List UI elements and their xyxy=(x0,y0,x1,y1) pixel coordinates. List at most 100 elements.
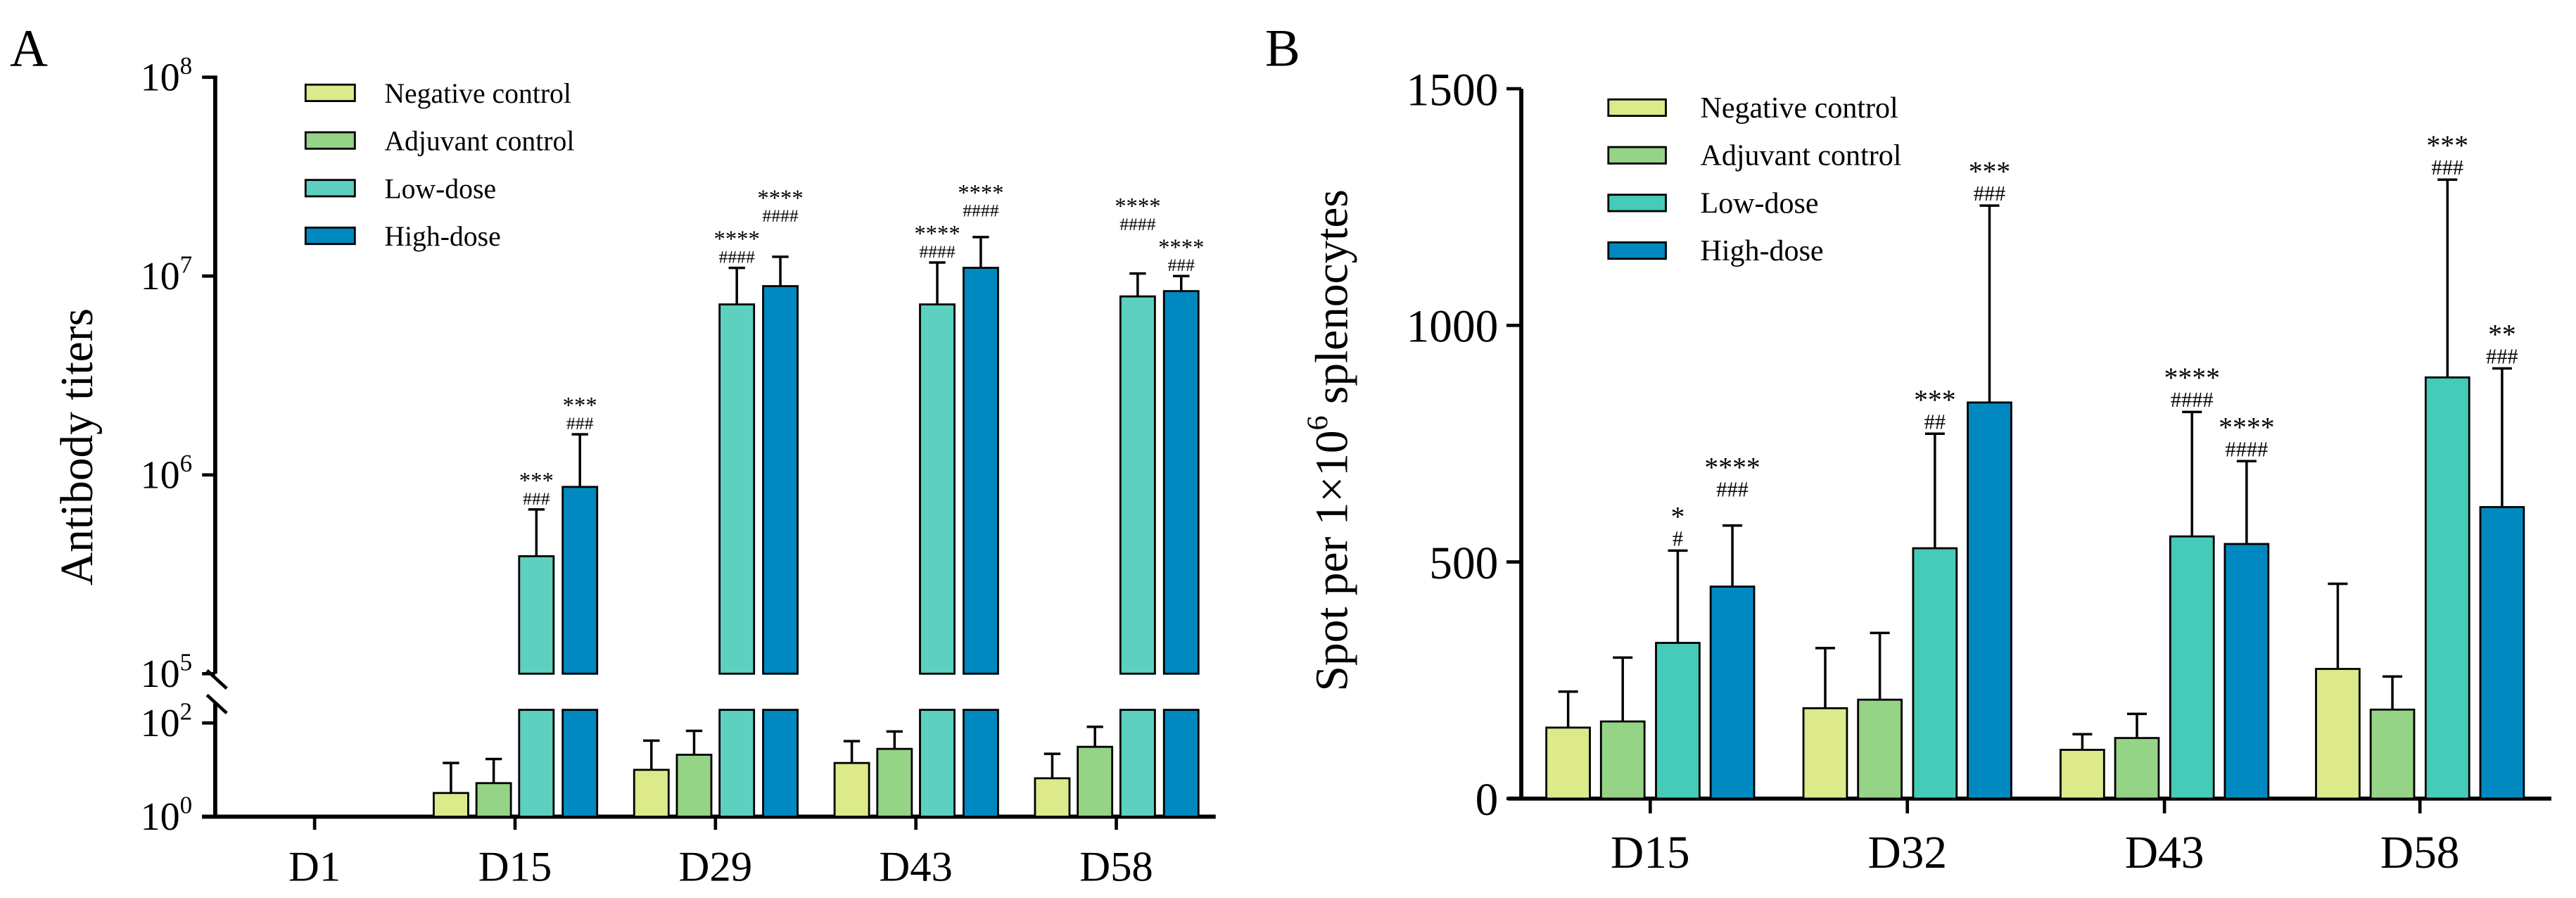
significance-hashes: ### xyxy=(1716,477,1749,501)
y-tick-label: 100 xyxy=(141,792,193,839)
y-tick-label: 106 xyxy=(141,450,193,497)
legend-label: Negative control xyxy=(384,78,571,109)
y-axis-label: Spot per 1×106 splenocytes xyxy=(1302,189,1358,691)
bar-lower-part xyxy=(762,709,799,818)
legend-label: High-dose xyxy=(1701,235,1824,267)
x-tick-label: D1 xyxy=(288,843,341,890)
bar xyxy=(675,754,713,818)
significance-stars: *** xyxy=(1914,384,1956,415)
bar xyxy=(1857,698,1903,800)
legend-swatch xyxy=(304,226,356,246)
bar xyxy=(876,747,913,818)
bar xyxy=(1077,745,1114,818)
significance-hashes: ## xyxy=(1924,410,1946,434)
bar xyxy=(2114,737,2160,800)
x-tick-label: D43 xyxy=(879,843,953,890)
panel-label-a: A xyxy=(10,19,48,77)
legend-label: Low-dose xyxy=(1701,187,1819,220)
y-tick-label: 105 xyxy=(141,649,193,696)
bar xyxy=(1655,642,1701,800)
bar xyxy=(833,761,870,818)
significance-stars: ** xyxy=(2488,319,2516,350)
bar-lower-part xyxy=(1119,709,1156,818)
x-tick-label: D15 xyxy=(478,843,552,890)
bar xyxy=(633,769,670,818)
bar xyxy=(962,267,999,675)
bar-lower-part xyxy=(919,709,956,818)
y-tick-label: 102 xyxy=(141,698,193,745)
legend-swatch xyxy=(304,83,356,103)
significance-stars: *** xyxy=(519,469,554,494)
significance-hashes: ### xyxy=(566,413,594,434)
axis-break-mark xyxy=(205,693,228,715)
bar xyxy=(1599,720,1646,800)
significance-hashes: ### xyxy=(2486,344,2518,368)
significance-hashes: # xyxy=(1673,526,1683,550)
significance-hashes: #### xyxy=(1119,214,1156,234)
significance-stars: **** xyxy=(713,227,759,252)
bar-lower-part xyxy=(718,709,756,818)
significance-stars: **** xyxy=(2219,412,2274,443)
bar-lower-part xyxy=(962,709,999,818)
significance-hashes: #### xyxy=(762,205,799,226)
legend-swatch xyxy=(304,179,356,198)
significance-hashes: #### xyxy=(2171,388,2214,412)
legend-label: Low-dose xyxy=(384,173,496,204)
y-tick-label: 108 xyxy=(141,52,193,99)
significance-hashes: ### xyxy=(1974,182,2006,205)
bar xyxy=(1802,707,1848,800)
legend-label: Adjuvant control xyxy=(1701,140,1902,172)
significance-stars: **** xyxy=(757,186,803,211)
y-tick-label: 107 xyxy=(141,251,193,298)
legend-swatch xyxy=(1607,241,1667,260)
legend-swatch xyxy=(1607,98,1667,118)
significance-hashes: #### xyxy=(919,241,956,262)
bar xyxy=(2169,535,2215,800)
x-tick-label: D58 xyxy=(2380,828,2460,878)
significance-stars: **** xyxy=(958,180,1003,205)
legend-label: Adjuvant control xyxy=(384,126,574,157)
significance-stars: *** xyxy=(2427,130,2469,161)
significance-hashes: #### xyxy=(718,247,755,267)
y-tick-label: 1500 xyxy=(1407,65,1499,115)
bar xyxy=(2223,543,2270,800)
bar xyxy=(718,303,756,675)
bar xyxy=(2315,668,2361,800)
significance-stars: **** xyxy=(1115,194,1160,220)
x-tick-label: D43 xyxy=(2125,828,2204,878)
significance-hashes: #### xyxy=(963,201,999,221)
x-tick-label: D29 xyxy=(679,843,753,890)
significance-hashes: ### xyxy=(523,488,550,509)
bar xyxy=(1545,726,1591,800)
y-tick-label: 0 xyxy=(1476,775,1499,826)
significance-stars: * xyxy=(1671,501,1685,532)
bar xyxy=(475,782,512,818)
significance-stars: **** xyxy=(1704,452,1760,483)
bar xyxy=(2479,506,2525,800)
significance-hashes: #### xyxy=(2226,437,2269,461)
significance-stars: *** xyxy=(563,393,597,419)
bar xyxy=(518,555,555,675)
bar-lower-part xyxy=(561,709,599,818)
panel-label-b: B xyxy=(1265,19,1300,77)
bar xyxy=(2424,376,2470,800)
bar xyxy=(432,792,469,818)
x-tick-label: D32 xyxy=(1867,828,1947,878)
bar-lower-part xyxy=(1162,709,1200,818)
legend-label: High-dose xyxy=(384,221,500,252)
chart-a: 105 106 107 108 100 102 Antibody titers D1 D15 D2… xyxy=(52,52,1216,890)
significance-hashes: ### xyxy=(1167,255,1195,275)
bar xyxy=(1912,547,1958,800)
bar xyxy=(2369,708,2416,800)
chart-b: 0 500 1000 1500 Spot per 1×106 splenocytes D1… xyxy=(1302,65,2551,878)
y-axis-label: Antibody titers xyxy=(52,308,103,586)
significance-stars: **** xyxy=(914,222,960,247)
legend-swatch xyxy=(1607,194,1667,213)
bar xyxy=(762,285,799,675)
bar xyxy=(2060,749,2105,800)
significance-stars: **** xyxy=(1158,235,1204,260)
legend-swatch xyxy=(1607,146,1667,165)
legend-label: Negative control xyxy=(1701,92,1898,125)
y-tick-label: 500 xyxy=(1429,538,1498,589)
